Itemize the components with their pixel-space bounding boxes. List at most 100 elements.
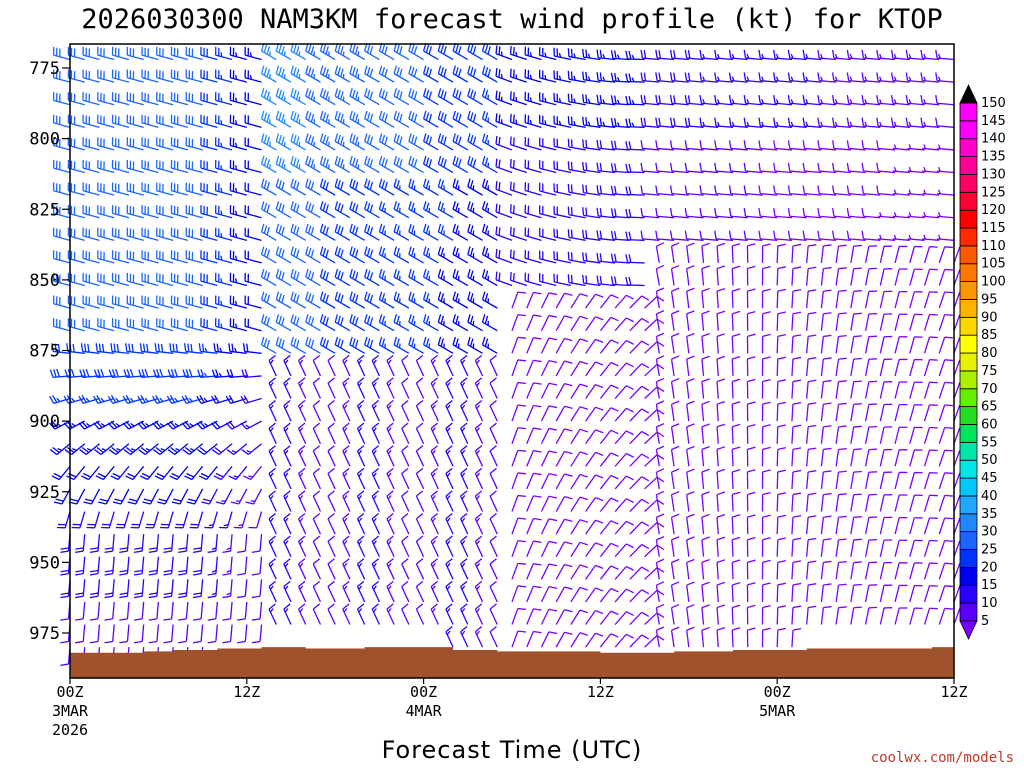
wind-barb xyxy=(599,339,619,354)
wind-barb xyxy=(290,178,307,196)
wind-barb xyxy=(275,336,292,354)
wind-barb xyxy=(599,565,619,580)
wind-barb xyxy=(97,137,115,151)
barb-staff xyxy=(644,454,658,467)
wind-barb xyxy=(200,114,218,128)
wind-barb xyxy=(378,133,395,151)
barb-feather xyxy=(327,354,335,362)
wind-barb xyxy=(71,511,86,529)
barb-feather xyxy=(401,580,409,588)
barb-feather xyxy=(614,208,617,217)
wind-barb xyxy=(342,580,351,603)
barb-feather xyxy=(278,338,282,347)
barb-feather xyxy=(625,385,634,391)
barb-feather xyxy=(533,337,542,340)
barb-feather xyxy=(190,343,193,353)
barb-feather xyxy=(686,265,695,270)
wind-barb xyxy=(437,42,454,61)
wind-barb xyxy=(386,603,395,625)
barb-feather xyxy=(684,162,688,172)
wind-barb xyxy=(94,443,115,456)
wind-barb xyxy=(555,496,573,512)
barb-feather xyxy=(293,180,297,189)
wind-barb xyxy=(156,182,174,196)
wind-barb xyxy=(655,423,665,444)
barb-feather xyxy=(381,134,386,144)
barb-staff xyxy=(401,450,410,467)
wind-barb xyxy=(655,332,665,354)
wind-barb xyxy=(201,488,218,505)
barb-feather xyxy=(431,540,436,545)
barb-feather xyxy=(310,46,315,55)
wind-barb xyxy=(669,185,689,196)
barb-feather xyxy=(396,270,400,279)
barb-feather xyxy=(467,155,471,165)
barb-feather xyxy=(260,291,265,300)
barb-feather xyxy=(573,121,576,126)
wind-barb xyxy=(629,589,650,603)
wind-barb xyxy=(185,46,203,61)
wind-barb xyxy=(716,604,726,625)
wind-barb xyxy=(156,318,174,332)
wind-barb xyxy=(237,556,248,576)
wind-barb xyxy=(599,452,619,467)
wind-barb xyxy=(582,161,601,174)
wind-barb xyxy=(75,579,86,599)
barb-staff xyxy=(555,315,566,332)
barb-feather xyxy=(369,226,374,236)
barb-feather xyxy=(732,333,741,337)
barb-feather xyxy=(263,67,268,76)
barb-feather xyxy=(163,640,172,644)
barb-feather xyxy=(322,89,327,99)
wind-barb xyxy=(526,427,542,444)
barb-feather xyxy=(533,314,542,318)
barb-feather xyxy=(399,46,403,55)
barb-feather xyxy=(474,490,483,497)
barb-feather xyxy=(48,422,56,430)
wind-barb xyxy=(625,73,645,83)
wind-barb xyxy=(67,159,85,174)
wind-barb xyxy=(218,511,233,529)
barb-feather xyxy=(512,69,515,78)
barb-feather xyxy=(327,558,335,565)
wind-barb xyxy=(170,114,189,128)
wind-barb xyxy=(430,580,439,603)
barb-feather xyxy=(378,178,383,187)
barb-feather xyxy=(305,291,309,300)
barb-feather xyxy=(290,88,294,97)
wind-barb xyxy=(629,340,650,354)
barb-feather xyxy=(428,46,433,55)
wind-barb xyxy=(260,223,277,241)
wind-barb xyxy=(148,624,160,644)
barb-feather xyxy=(133,550,143,553)
barb-staff xyxy=(599,429,612,445)
barb-feather xyxy=(220,323,223,329)
barb-feather xyxy=(579,473,588,478)
barb-staff xyxy=(540,405,550,422)
barb-feather xyxy=(125,421,132,429)
wind-barb xyxy=(474,558,484,580)
barb-feather xyxy=(319,268,324,278)
barb-feather xyxy=(169,394,176,403)
barb-feather xyxy=(422,314,427,323)
wind-barb xyxy=(244,137,262,151)
wind-barb xyxy=(126,46,144,61)
barb-feather xyxy=(357,400,365,407)
wind-barb xyxy=(437,88,454,106)
barb-feather xyxy=(512,137,515,146)
barb-feather xyxy=(484,225,489,234)
wind-barb xyxy=(539,69,557,83)
barb-staff xyxy=(489,450,498,467)
wind-barb xyxy=(644,295,665,309)
barb-staff xyxy=(526,586,534,603)
barb-feather xyxy=(268,422,276,429)
wind-barb xyxy=(156,227,174,241)
barb-feather xyxy=(631,122,635,128)
barb-feather xyxy=(401,513,409,520)
barb-feather xyxy=(570,116,573,125)
barb-feather xyxy=(188,397,193,402)
wind-barb xyxy=(378,201,395,219)
barb-feather xyxy=(334,133,339,142)
barb-feather xyxy=(79,369,84,378)
barb-feather xyxy=(656,377,665,383)
